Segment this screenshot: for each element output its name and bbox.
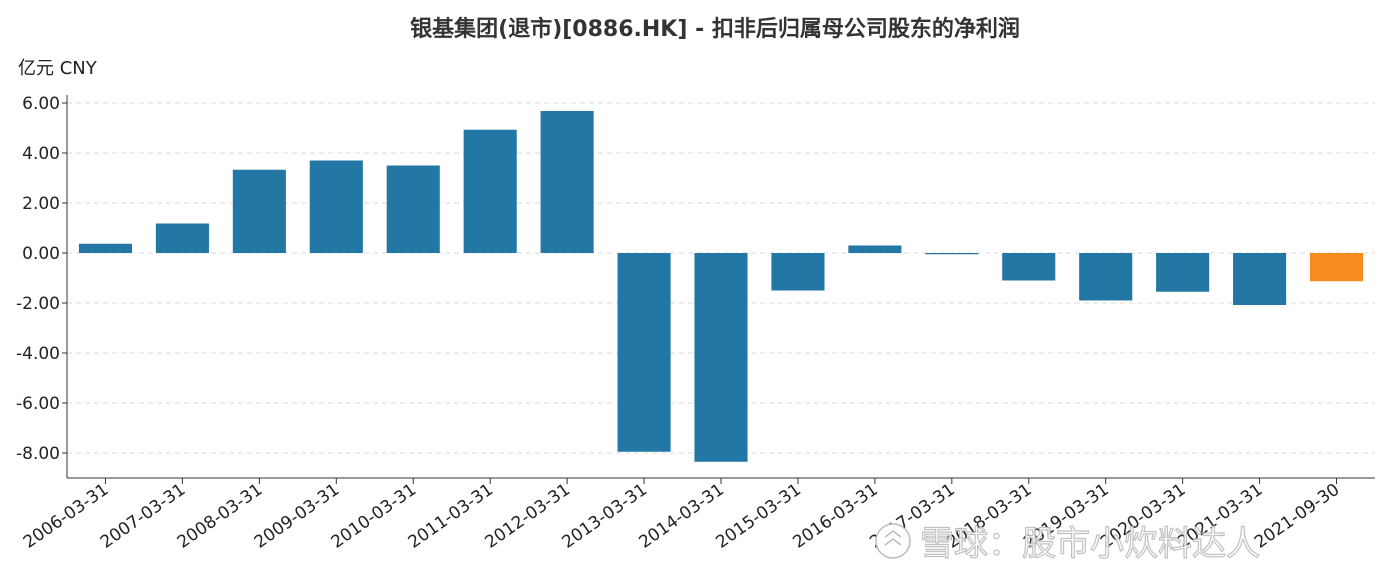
snowball-logo-icon bbox=[875, 523, 911, 559]
bar bbox=[1079, 253, 1133, 301]
y-tick-label: -6.00 bbox=[16, 394, 60, 414]
bar bbox=[1156, 253, 1210, 292]
bar bbox=[925, 253, 979, 255]
bar bbox=[309, 160, 363, 253]
y-ticks: 6.00 4.00 2.00 0.00 -2.00 -4.00 -6.00 -8.00 bbox=[16, 94, 67, 464]
x-tick-label: 2013-03-31 bbox=[559, 480, 651, 553]
bar bbox=[848, 245, 902, 253]
x-tick-label: 2010-03-31 bbox=[328, 480, 420, 553]
watermark-text: 雪球：股市小炊料达人 bbox=[920, 524, 1260, 564]
bar bbox=[78, 243, 133, 253]
y-tick-label: 4.00 bbox=[22, 144, 60, 164]
bar bbox=[463, 129, 517, 253]
bar bbox=[232, 169, 286, 253]
bar bbox=[386, 165, 440, 253]
chart-title: 银基集团(退市)[0886.HK] - 扣非后归属母公司股东的净利润 bbox=[410, 16, 1020, 42]
bar bbox=[694, 253, 748, 462]
bar bbox=[1002, 253, 1056, 281]
y-tick-label: -2.00 bbox=[16, 294, 60, 314]
y-tick-label: 0.00 bbox=[22, 244, 60, 264]
bars bbox=[78, 111, 1364, 462]
bar bbox=[771, 253, 825, 291]
x-tick-label: 2015-03-31 bbox=[712, 480, 804, 553]
bar bbox=[155, 223, 209, 253]
x-tick-label: 2009-03-31 bbox=[251, 480, 343, 553]
y-tick-label: -4.00 bbox=[16, 344, 60, 364]
watermark: 雪球：股市小炊料达人 bbox=[875, 523, 1261, 565]
x-tick-label: 2011-03-31 bbox=[405, 480, 497, 553]
bar bbox=[540, 111, 594, 253]
x-tick-label: 2016-03-31 bbox=[789, 480, 881, 553]
bar bbox=[617, 253, 671, 452]
x-tick-label: 2014-03-31 bbox=[635, 480, 727, 553]
x-tick-label: 2006-03-31 bbox=[20, 480, 112, 553]
y-tick-label: 6.00 bbox=[22, 94, 60, 114]
x-tick-label: 2012-03-31 bbox=[482, 480, 574, 553]
bar bbox=[1233, 253, 1287, 305]
y-tick-label: -8.00 bbox=[16, 444, 60, 464]
x-tick-label: 2021-09-30 bbox=[1251, 480, 1343, 553]
bar bbox=[1309, 253, 1364, 282]
unit-label: 亿元 CNY bbox=[18, 58, 98, 79]
x-tick-label: 2008-03-31 bbox=[174, 480, 266, 553]
y-tick-label: 2.00 bbox=[22, 194, 60, 214]
x-tick-label: 2007-03-31 bbox=[97, 480, 189, 553]
